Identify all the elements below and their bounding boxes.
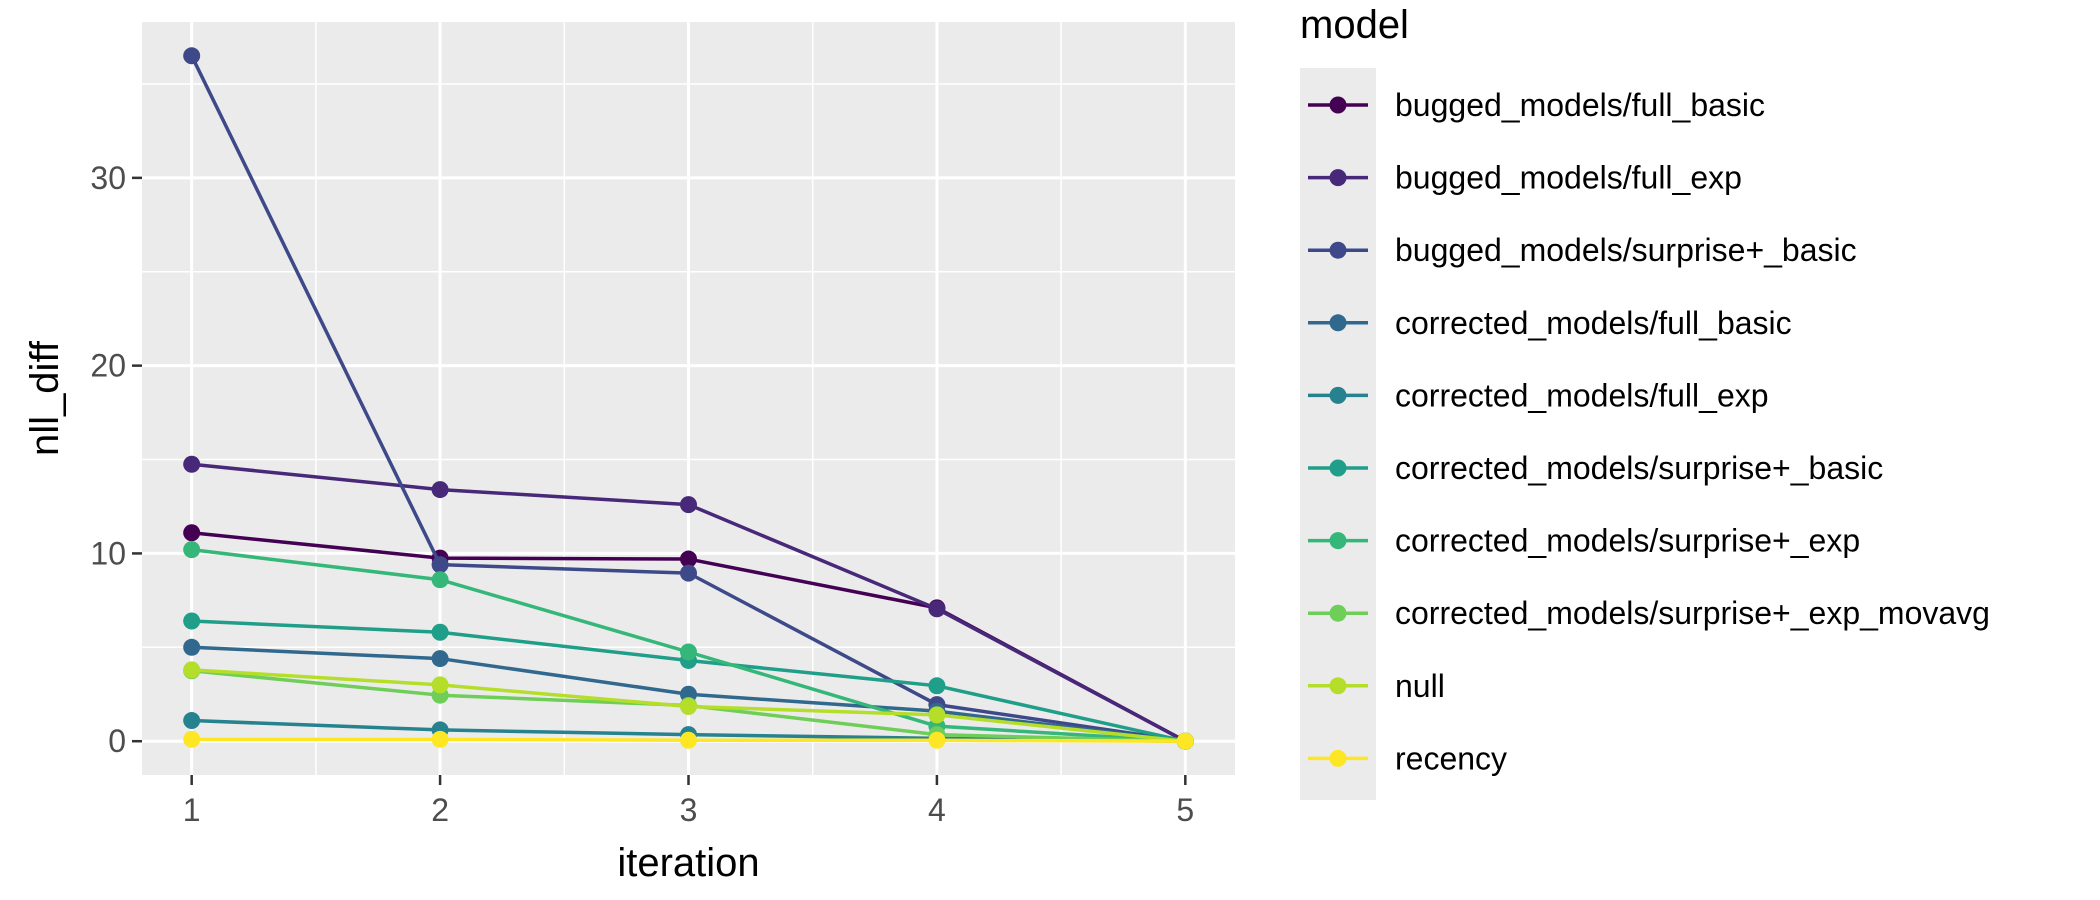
data-point [183, 524, 201, 542]
legend-label: corrected_models/surprise+_basic [1395, 450, 1883, 486]
data-point [680, 643, 697, 661]
y-tick-label: 10 [90, 535, 126, 571]
data-point [680, 731, 697, 749]
data-point [431, 623, 449, 641]
legend-key-point [1329, 749, 1347, 767]
legend-key-point [1329, 386, 1347, 404]
legend-title: model [1300, 3, 1409, 47]
legend-key-point [1329, 96, 1347, 114]
data-point [1176, 732, 1194, 750]
legend-item: corrected_models/surprise+_exp_movavg [1308, 595, 1990, 631]
data-point [680, 550, 697, 568]
data-point [431, 481, 449, 499]
data-point [183, 455, 201, 473]
data-point [431, 730, 449, 748]
legend-label: bugged_models/full_exp [1395, 160, 1742, 196]
legend-key-point [1329, 677, 1347, 695]
data-point [928, 600, 946, 618]
legend-key-point [1329, 459, 1347, 477]
data-point [680, 697, 697, 715]
data-point [431, 676, 449, 694]
y-tick-label: 20 [90, 348, 126, 384]
legend-key-point [1329, 604, 1347, 622]
legend-label: corrected_models/full_exp [1395, 377, 1769, 413]
legend-item: corrected_models/surprise+_exp [1308, 523, 1860, 559]
series-10 [183, 730, 1194, 750]
y-axis-title: nll_diff [23, 340, 67, 456]
legend-label: bugged_models/full_basic [1395, 87, 1765, 123]
y-tick-label: 0 [108, 723, 126, 759]
data-point [183, 730, 201, 748]
legend-item: corrected_models/full_exp [1308, 377, 1769, 413]
data-point [183, 712, 201, 730]
data-point [183, 638, 201, 656]
legend-item: bugged_models/full_basic [1308, 87, 1765, 123]
data-point [431, 571, 449, 589]
legend-item: corrected_models/surprise+_basic [1308, 450, 1883, 486]
data-point [183, 541, 201, 559]
x-axis-title: iteration [617, 841, 759, 885]
series-layer [183, 47, 1194, 750]
legend-item: bugged_models/full_exp [1308, 160, 1742, 196]
legend-item: bugged_models/surprise+_basic [1308, 232, 1857, 268]
y-tick-label: 30 [90, 160, 126, 196]
legend-item: corrected_models/full_basic [1308, 305, 1792, 341]
legend-label: null [1395, 668, 1445, 704]
data-point [183, 612, 201, 630]
data-point [431, 556, 449, 574]
axes: 0 10 20 30 1 2 3 4 5 [90, 160, 1194, 828]
data-point [928, 677, 946, 695]
data-point [183, 47, 201, 65]
legend-key-point [1329, 241, 1347, 259]
legend-item: null [1308, 668, 1445, 704]
x-tick-label: 1 [183, 792, 201, 828]
legend-label: corrected_models/surprise+_exp [1395, 523, 1860, 559]
x-tick-label: 4 [928, 792, 946, 828]
legend-label: corrected_models/surprise+_exp_movavg [1395, 595, 1990, 631]
legend-key-point [1329, 532, 1347, 550]
data-point [680, 564, 697, 582]
legend-label: corrected_models/full_basic [1395, 305, 1792, 341]
legend-label: bugged_models/surprise+_basic [1395, 232, 1857, 268]
legend-key-point [1329, 169, 1347, 187]
data-point [928, 731, 946, 749]
data-point [431, 650, 449, 668]
legend-item: recency [1308, 740, 1507, 776]
legend: model bugged_models/full_basic bugged_mod… [1300, 3, 1990, 800]
x-tick-label: 2 [431, 792, 449, 828]
legend-key-point [1329, 314, 1347, 332]
x-tick-label: 5 [1176, 792, 1194, 828]
data-point [928, 706, 946, 724]
data-point [680, 496, 697, 514]
legend-label: recency [1395, 740, 1507, 776]
x-tick-label: 3 [680, 792, 698, 828]
data-point [183, 661, 201, 679]
